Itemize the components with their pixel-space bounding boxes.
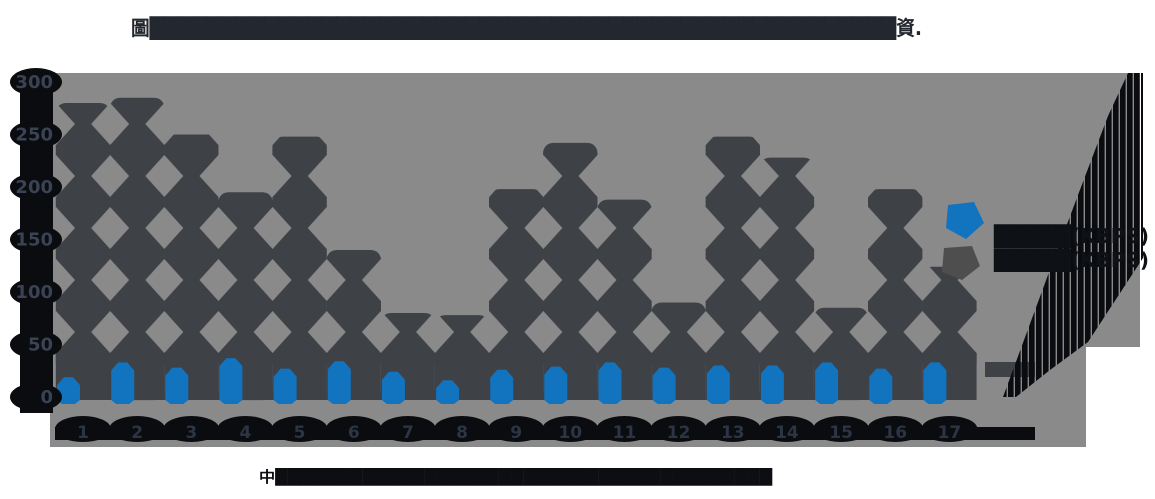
y-tick-blob (10, 68, 62, 96)
y-axis: 300 250 200 150 100 50 0 (10, 68, 62, 413)
y-tick-label: 0 (40, 387, 53, 408)
x-tick-blob (596, 416, 653, 442)
bar-after-10 (543, 142, 598, 400)
y-tick-blob (10, 225, 62, 254)
legend-marker-after-icon (942, 246, 980, 280)
y-tick-label: 250 (15, 125, 53, 146)
bar-before-8 (436, 380, 460, 404)
x-tick-blob (109, 416, 166, 442)
x-tick-label: 8 (456, 423, 468, 443)
chart-caption: 中███████████████████████████████████████… (259, 467, 772, 486)
bar-before-4 (219, 358, 243, 404)
x-tick-blob (704, 416, 761, 442)
legend-label-after: █████(KBPS) (993, 248, 1149, 272)
bars-layer (55, 97, 977, 404)
y-tick-blob (10, 173, 62, 201)
x-tick-label: 2 (131, 423, 143, 443)
bar-before-9 (490, 369, 514, 404)
bar-after-13 (705, 136, 760, 400)
legend-label-before: █████(KBPS) (993, 224, 1149, 248)
x-tick-label: 17 (938, 423, 962, 443)
x-tick-blob (921, 416, 978, 442)
bar-before-16 (869, 368, 893, 404)
bar-after-16 (868, 189, 923, 400)
x-tick-label: 6 (348, 423, 360, 443)
x-tick-label: 10 (558, 423, 582, 443)
x-tick-blob (650, 416, 707, 442)
x-axis: 1 2 3 4 5 6 7 8 9 10 11 12 13 14 15 16 17 (55, 416, 1035, 443)
bar-before-1 (57, 377, 80, 404)
bar-after-1 (55, 103, 111, 400)
x-tick-label: 12 (667, 423, 691, 443)
bar-before-7 (381, 371, 405, 404)
y-tick-label: 100 (15, 282, 53, 303)
bar-before-10 (544, 366, 568, 404)
legend-marker-before-icon (946, 202, 984, 239)
bar-after-3 (164, 134, 219, 400)
x-tick-blob (163, 416, 220, 442)
y-tick-label: 200 (15, 177, 53, 198)
x-tick-label: 5 (294, 423, 306, 443)
bar-before-13 (706, 365, 730, 404)
y-tick-blob (10, 383, 62, 411)
bar-after-14 (759, 157, 815, 400)
bar-before-3 (165, 367, 189, 404)
x-tick-blob (271, 416, 328, 442)
y-tick-label: 50 (28, 335, 53, 356)
x-tick-label: 15 (829, 423, 853, 443)
x-tick-blob (379, 416, 436, 442)
bar-after-4 (218, 192, 273, 401)
x-tick-label: 9 (510, 423, 522, 443)
bar-after-9 (489, 189, 544, 400)
y-tick-label: 300 (15, 72, 53, 93)
y-tick-label: 150 (15, 230, 53, 251)
x-tick-label: 16 (883, 423, 907, 443)
x-tick-blob (867, 416, 924, 442)
legend: █████(KBPS) █████(KBPS) (942, 202, 1149, 280)
x-tick-blob (434, 416, 491, 442)
x-tick-label: 4 (239, 423, 251, 443)
y-tick-blob (10, 278, 62, 306)
bar-before-6 (327, 361, 351, 404)
x-tick-label: 1 (77, 423, 89, 443)
bar-after-2 (110, 97, 165, 401)
bar-before-11 (598, 362, 622, 404)
y-tick-blob (10, 330, 62, 359)
x-tick-blob (217, 416, 274, 442)
x-tick-label: 13 (721, 423, 745, 443)
x-tick-blob (758, 416, 815, 442)
x-tick-blob (55, 416, 111, 442)
bar-before-12 (652, 367, 676, 404)
bar-before-2 (111, 362, 135, 404)
chart-title: 圖███████████████████████████████████████… (131, 16, 922, 40)
bar-after-5 (272, 136, 327, 400)
x-tick-label: 14 (775, 423, 799, 443)
y-tick-blob (10, 120, 62, 149)
diagonal-annotation-mass (1003, 73, 1143, 397)
x-tick-blob (813, 416, 870, 442)
bar-before-15 (815, 362, 839, 404)
x-tick-label: 7 (402, 423, 414, 443)
x-tick-label: 11 (613, 423, 637, 443)
x-tick-label: 3 (185, 423, 197, 443)
x-tick-blob (488, 416, 545, 442)
x-tick-blob (325, 416, 382, 442)
bar-before-17 (923, 362, 947, 404)
bar-before-14 (760, 365, 784, 404)
bar-after-11 (597, 199, 652, 400)
bar-before-5 (273, 368, 297, 404)
x-tick-blob (542, 416, 599, 442)
